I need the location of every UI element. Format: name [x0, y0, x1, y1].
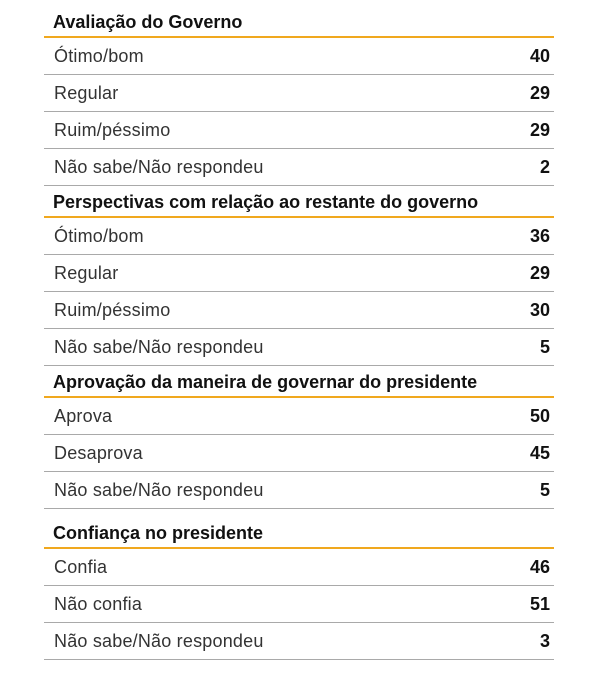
table-row: Ótimo/bom 36	[44, 218, 554, 255]
row-value: 45	[529, 442, 550, 463]
section-perspectivas: Perspectivas com relação ao restante do …	[44, 186, 554, 366]
row-label: Ruim/péssimo	[54, 299, 171, 320]
table-row: Ótimo/bom 40	[44, 38, 554, 75]
table-row: Confia 46	[44, 549, 554, 586]
table-row: Ruim/péssimo 30	[44, 292, 554, 329]
row-value: 40	[529, 45, 550, 66]
table-row: Não sabe/Não respondeu 5	[44, 472, 554, 509]
section-confianca: Confiança no presidente Confia 46 Não co…	[44, 517, 554, 660]
table-row: Desaprova 45	[44, 435, 554, 472]
row-value: 2	[539, 156, 550, 177]
table-row: Não sabe/Não respondeu 3	[44, 623, 554, 660]
table-row: Não sabe/Não respondeu 5	[44, 329, 554, 366]
row-label: Aprova	[54, 405, 113, 426]
row-label: Regular	[54, 82, 119, 103]
table-row: Aprova 50	[44, 398, 554, 435]
row-value: 5	[539, 479, 550, 500]
section-title: Perspectivas com relação ao restante do …	[44, 186, 554, 218]
table-row: Não confia 51	[44, 586, 554, 623]
row-label: Regular	[54, 262, 119, 283]
row-label: Confia	[54, 556, 108, 577]
row-label: Não sabe/Não respondeu	[54, 336, 264, 357]
table-row: Ruim/péssimo 29	[44, 112, 554, 149]
section-title: Aprovação da maneira de governar do pres…	[44, 366, 554, 398]
row-value: 29	[529, 119, 550, 140]
table-row: Regular 29	[44, 75, 554, 112]
row-label: Não confia	[54, 593, 143, 614]
table-row: Não sabe/Não respondeu 2	[44, 149, 554, 186]
section-avaliacao-governo: Avaliação do Governo Ótimo/bom 40 Regula…	[44, 6, 554, 186]
row-value: 30	[529, 299, 550, 320]
row-value: 36	[529, 225, 550, 246]
row-label: Ótimo/bom	[54, 225, 144, 246]
row-label: Não sabe/Não respondeu	[54, 630, 264, 651]
row-value: 46	[529, 556, 550, 577]
row-value: 29	[529, 82, 550, 103]
table-row: Regular 29	[44, 255, 554, 292]
row-label: Ruim/péssimo	[54, 119, 171, 140]
row-label: Desaprova	[54, 442, 143, 463]
row-value: 51	[529, 593, 550, 614]
row-label: Não sabe/Não respondeu	[54, 156, 264, 177]
row-label: Não sabe/Não respondeu	[54, 479, 264, 500]
row-label: Ótimo/bom	[54, 45, 144, 66]
row-value: 3	[539, 630, 550, 651]
section-title: Avaliação do Governo	[44, 6, 554, 38]
row-value: 29	[529, 262, 550, 283]
section-aprovacao: Aprovação da maneira de governar do pres…	[44, 366, 554, 509]
poll-results-table: Avaliação do Governo Ótimo/bom 40 Regula…	[44, 6, 554, 660]
section-title: Confiança no presidente	[44, 517, 554, 549]
row-value: 5	[539, 336, 550, 357]
row-value: 50	[529, 405, 550, 426]
